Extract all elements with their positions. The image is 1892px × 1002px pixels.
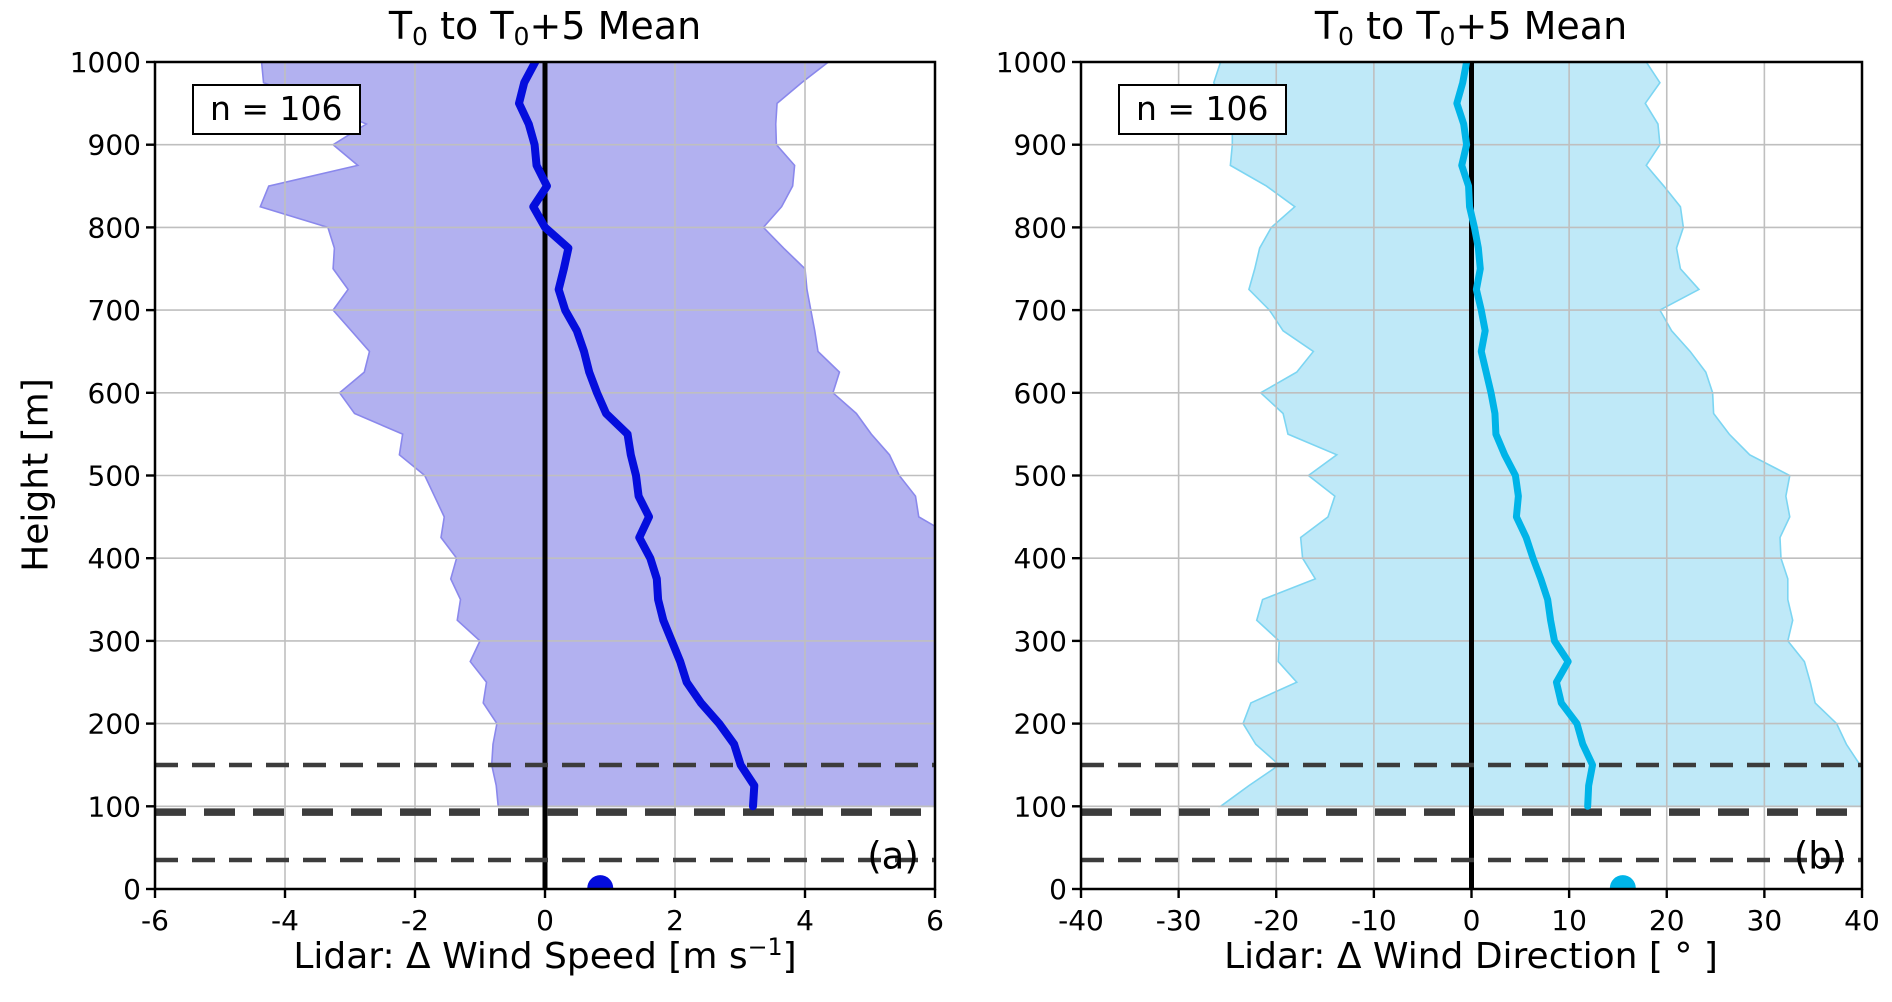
panel-b-y-tick-label: 800 xyxy=(1014,211,1067,244)
panel-a-y-tick-label: 400 xyxy=(88,542,141,575)
panel-a-letter: (a) xyxy=(867,834,919,878)
panel-b-y-tick-label: 600 xyxy=(1014,377,1067,410)
panel-a-x-tick-label: 4 xyxy=(796,904,814,937)
panel-b-title: T0 to T0+5 Mean xyxy=(1314,4,1628,51)
panel-a-x-tick-label: 2 xyxy=(666,904,684,937)
panel-b-y-tick-label: 700 xyxy=(1014,294,1067,327)
panel-b-x-tick-label: 20 xyxy=(1649,904,1685,937)
panel-a: -6 -4 -2 0 2 4 6 0 100 200 300 400 500 600 700 800 900 10… xyxy=(70,46,944,937)
panel-b-x-tick-label: -30 xyxy=(1156,904,1202,937)
panel-a-x-tick-label: 6 xyxy=(926,904,944,937)
panel-a-y-tick-label: 1000 xyxy=(70,46,141,79)
panel-b-x-tick-label: 0 xyxy=(1463,904,1481,937)
panel-b-tick-labels: -40 -30 -20 -10 0 10 20 30 400100200300400500600… xyxy=(996,46,1880,937)
panel-a-x-axis-label: Lidar: Δ Wind Speed [m s−1] xyxy=(293,932,797,977)
panel-b-x-tick-label: 40 xyxy=(1844,904,1880,937)
panel-b-y-tick-label: 400 xyxy=(1014,542,1067,575)
panel-a-x-tick-label: -6 xyxy=(141,904,169,937)
panel-b-y-tick-label: 500 xyxy=(1014,460,1067,493)
panel-a-y-tick-label: 300 xyxy=(88,625,141,658)
panel-b-mean-line xyxy=(1453,62,1597,810)
panel-b-x-tick-label: -10 xyxy=(1351,904,1397,937)
panel-a-y-tick-label: 600 xyxy=(88,377,141,410)
panel-b-y-tick-label: 300 xyxy=(1014,625,1067,658)
panel-a-tick-labels: -6 -4 -2 0 2 4 6 0 100 200 300 400 500 600 700 800 900 10… xyxy=(70,46,944,937)
panel-b-y-tick-label: 200 xyxy=(1014,708,1067,741)
panel-b-ticks xyxy=(1072,60,1864,898)
panel-a-title: T0 to T0+5 Mean xyxy=(388,4,702,51)
panel-b: -40 -30 -20 -10 0 10 20 30 400100200300400500600… xyxy=(996,46,1880,937)
panel-a-sample-count-box: n = 106 xyxy=(192,84,361,135)
panel-b-y-tick-label: 900 xyxy=(1014,129,1067,162)
panel-a-y-tick-label: 0 xyxy=(123,873,141,906)
panel-b-x-tick-label: -40 xyxy=(1058,904,1104,937)
panel-b-y-tick-label: 0 xyxy=(1049,873,1067,906)
panel-b-x-tick-label: -20 xyxy=(1253,904,1299,937)
y-axis-label: Height [m] xyxy=(15,378,57,572)
panel-a-x-tick-label: 0 xyxy=(536,904,554,937)
panel-a-x-tick-label: -4 xyxy=(271,904,299,937)
panel-a-mean-line xyxy=(515,62,759,811)
panel-b-x-axis-label: Lidar: Δ Wind Direction [ ° ] xyxy=(1224,936,1718,977)
panel-a-y-tick-label: 900 xyxy=(88,129,141,162)
panel-b-y-tick-label: 100 xyxy=(1014,790,1067,823)
panel-a-ticks xyxy=(146,60,937,898)
panel-b-x-tick-label: 10 xyxy=(1551,904,1587,937)
panel-a-y-tick-label: 200 xyxy=(88,708,141,741)
panel-a-envelope-area xyxy=(259,62,935,808)
panel-a-y-tick-label: 700 xyxy=(88,294,141,327)
panel-a-y-tick-label: 500 xyxy=(88,460,141,493)
panel-a-y-tick-label: 100 xyxy=(88,790,141,823)
panel-a-surface-dot xyxy=(587,875,614,889)
panel-b-x-tick-label: 30 xyxy=(1747,904,1783,937)
panel-a-x-tick-label: -2 xyxy=(401,904,429,937)
panel-b-y-tick-label: 1000 xyxy=(996,46,1067,79)
panel-b-surface-dot xyxy=(1609,875,1636,889)
panel-b-sample-count-box: n = 106 xyxy=(1118,84,1287,135)
panel-a-y-tick-label: 800 xyxy=(88,211,141,244)
panel-b-letter: (b) xyxy=(1793,834,1847,878)
panel-b-envelope-area xyxy=(1212,62,1862,808)
